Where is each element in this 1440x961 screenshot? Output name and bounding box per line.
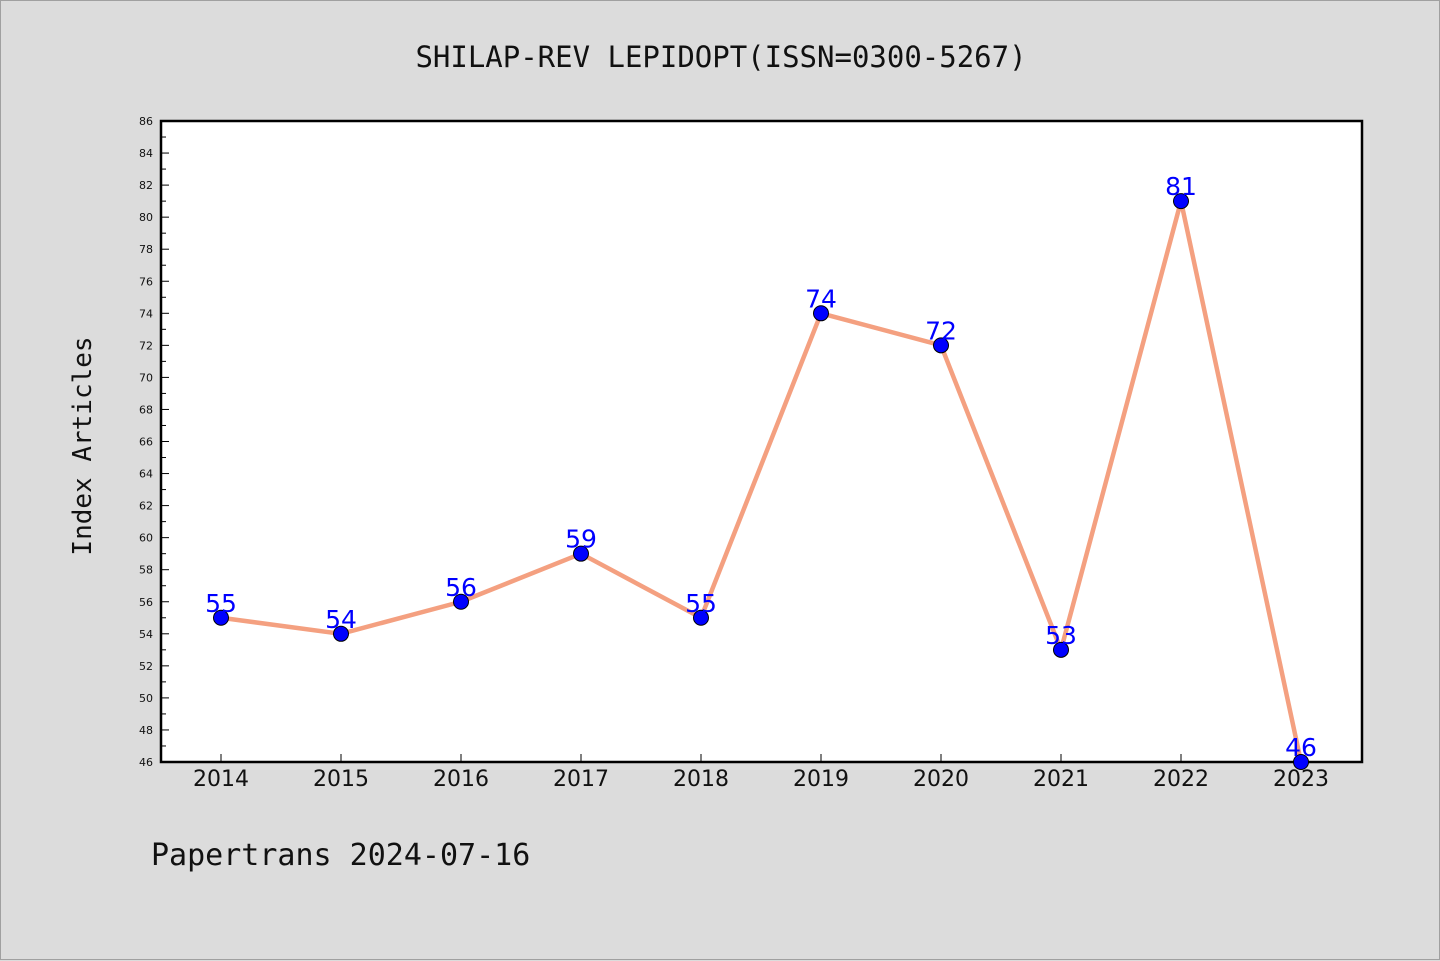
data-label: 56	[445, 573, 477, 602]
data-label: 74	[805, 284, 837, 313]
series-line	[218, 198, 1304, 765]
data-point	[1293, 754, 1309, 770]
data-point	[933, 337, 949, 354]
y-axis-label: Index Articles	[68, 336, 98, 555]
data-label: 59	[565, 525, 597, 554]
x-tick-label: 2018	[673, 767, 729, 792]
data-point	[453, 593, 469, 610]
data-label: 53	[1045, 621, 1077, 650]
x-tick-label: 2023	[1273, 767, 1329, 792]
y-tick-label: 74	[139, 307, 153, 320]
data-point	[573, 545, 589, 562]
footer-source: Papertrans 2024-07-16	[151, 838, 530, 873]
y-tick-label: 50	[139, 692, 153, 705]
y-axis: 46 48 50 52 54 56 58 60 62 64 66 68 70 72 74 76 78 80 82 84…	[139, 115, 169, 769]
x-tick-label: 2020	[913, 767, 969, 792]
x-axis: 2014 2015 2016 2017 2018 2019 2020 2021 2022 2023	[193, 754, 1329, 792]
data-label: 54	[325, 605, 357, 634]
data-label: 55	[205, 589, 237, 618]
y-tick-label: 62	[139, 500, 153, 513]
y-tick-label: 64	[139, 468, 153, 481]
x-tick-label: 2019	[793, 767, 849, 792]
data-label: 46	[1285, 733, 1317, 762]
data-point	[1053, 641, 1069, 658]
data-point	[213, 609, 229, 626]
data-point	[333, 625, 349, 642]
y-tick-label: 80	[139, 211, 153, 224]
y-tick-label: 78	[139, 243, 153, 256]
x-tick-label: 2022	[1153, 767, 1209, 792]
y-tick-label: 72	[139, 339, 153, 352]
y-tick-label: 70	[139, 371, 153, 384]
data-label: 72	[925, 316, 957, 345]
chart-title: SHILAP-REV LEPIDOPT(ISSN=0300-5267)	[415, 40, 1026, 74]
plot-area	[159, 119, 1364, 764]
y-tick-label: 68	[139, 403, 153, 416]
x-tick-label: 2014	[193, 767, 249, 792]
x-tick-label: 2015	[313, 767, 369, 792]
y-tick-label: 60	[139, 532, 153, 545]
data-point	[1173, 193, 1189, 210]
y-tick-label: 86	[139, 115, 153, 128]
y-tick-label: 66	[139, 436, 153, 449]
data-point	[693, 609, 709, 626]
y-tick-label: 46	[139, 756, 153, 769]
y-tick-label: 58	[139, 564, 153, 577]
x-tick-label: 2017	[553, 767, 609, 792]
y-tick-label: 52	[139, 660, 153, 673]
y-tick-label: 84	[139, 147, 153, 160]
x-tick-label: 2016	[433, 767, 489, 792]
y-tick-label: 48	[139, 724, 153, 737]
data-label: 55	[685, 589, 717, 618]
data-label: 81	[1165, 172, 1197, 201]
y-tick-label: 82	[139, 179, 153, 192]
y-tick-label: 56	[139, 596, 153, 609]
x-tick-label: 2021	[1033, 767, 1089, 792]
data-point	[813, 305, 829, 322]
y-tick-label: 54	[139, 628, 153, 641]
series-articles: 55 54 56 59 55 74 72 53 81 46	[205, 172, 1317, 770]
y-tick-label: 76	[139, 275, 153, 288]
